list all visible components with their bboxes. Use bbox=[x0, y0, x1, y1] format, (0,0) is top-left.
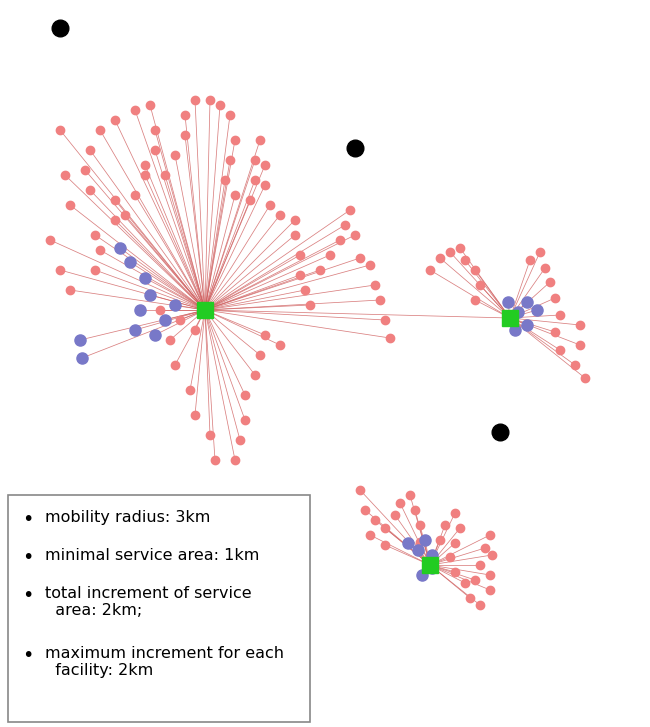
Text: mobility radius: 3km: mobility radius: 3km bbox=[45, 510, 211, 525]
Text: minimal service area: 1km: minimal service area: 1km bbox=[45, 548, 259, 563]
Text: •: • bbox=[22, 646, 33, 665]
Text: maximum increment for each
  facility: 2km: maximum increment for each facility: 2km bbox=[45, 646, 284, 678]
Text: •: • bbox=[22, 586, 33, 605]
Text: •: • bbox=[22, 510, 33, 529]
Bar bbox=[8, 495, 310, 722]
Text: total increment of service
  area: 2km;: total increment of service area: 2km; bbox=[45, 586, 252, 619]
Text: •: • bbox=[22, 548, 33, 567]
